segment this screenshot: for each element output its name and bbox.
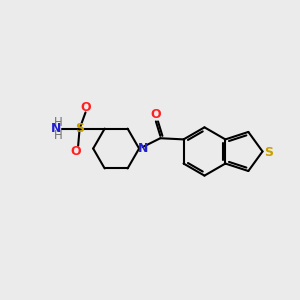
Text: N: N <box>51 122 61 135</box>
Text: N: N <box>138 142 149 155</box>
Text: H: H <box>53 116 62 129</box>
Text: O: O <box>80 100 91 114</box>
Text: S: S <box>264 146 273 159</box>
Text: O: O <box>151 108 161 121</box>
Text: O: O <box>70 145 81 158</box>
Text: S: S <box>75 122 84 135</box>
Text: H: H <box>53 129 62 142</box>
